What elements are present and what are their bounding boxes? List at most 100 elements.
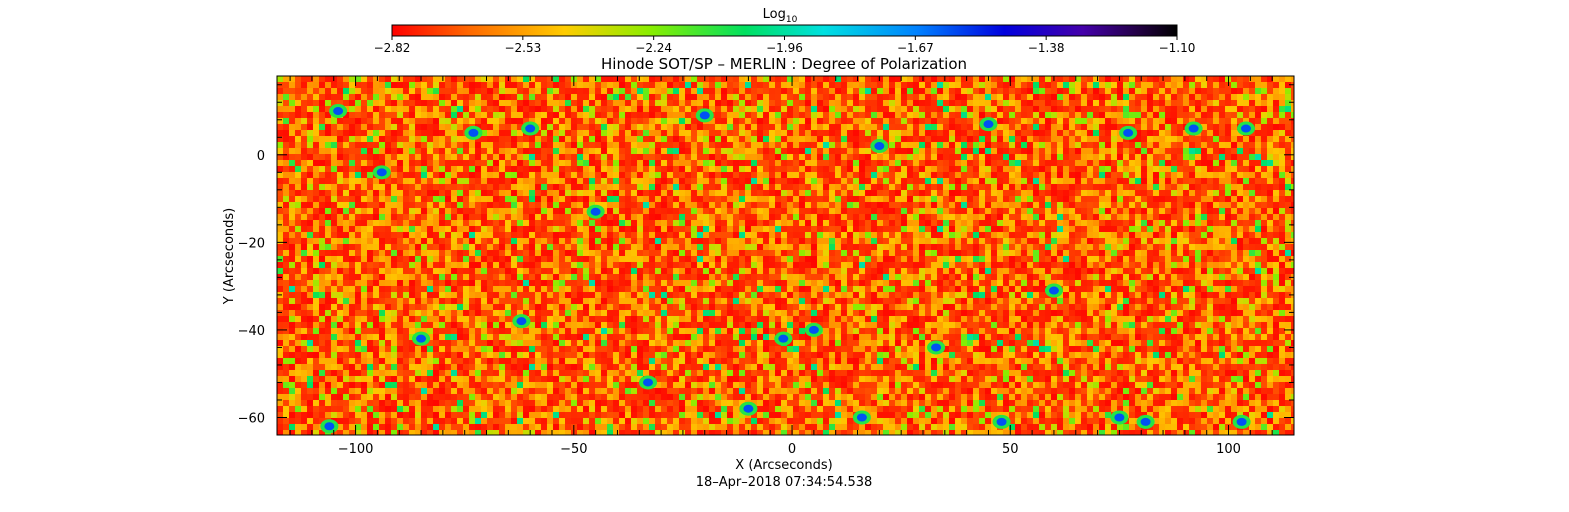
heatmap-cell [1189,238,1195,244]
heatmap-cell [511,172,517,178]
heatmap-cell [301,94,307,100]
heatmap-cell [979,130,985,136]
heatmap-cell [1231,94,1237,100]
heatmap-cell [1207,208,1213,214]
heatmap-cell [361,202,367,208]
heatmap-cell [1033,112,1039,118]
heatmap-cell [883,196,889,202]
heatmap-cell [1141,118,1147,124]
heatmap-cell [907,94,913,100]
heatmap-cell [865,196,871,202]
heatmap-cell [1015,184,1021,190]
heatmap-cell [907,88,913,94]
heatmap-cell [733,184,739,190]
heatmap-cell [1009,148,1015,154]
heatmap-cell [955,148,961,154]
heatmap-cell [415,184,421,190]
heatmap-cell [361,142,367,148]
heatmap-cell [919,184,925,190]
heatmap-cell [361,106,367,112]
heatmap-cell [823,184,829,190]
heatmap-cell [409,82,415,88]
heatmap-cell [1003,136,1009,142]
heatmap-cell [343,190,349,196]
heatmap-cell [955,244,961,250]
heatmap-cell [1063,160,1069,166]
heatmap-cell [1021,124,1027,130]
heatmap-cell [1069,160,1075,166]
heatmap-cell [1207,148,1213,154]
heatmap-cell [481,94,487,100]
heatmap-cell [673,190,679,196]
heatmap-cell [901,238,907,244]
heatmap-cell [979,94,985,100]
heatmap-cell [703,244,709,250]
heatmap-cell [1249,154,1255,160]
heatmap-cell [967,82,973,88]
heatmap-cell [733,136,739,142]
heatmap-cell [793,100,799,106]
heatmap-cell [997,184,1003,190]
heatmap-cell [1075,148,1081,154]
heatmap-cell [1177,232,1183,238]
heatmap-cell [1285,154,1291,160]
heatmap-cell [535,166,541,172]
heatmap-cell [1237,118,1243,124]
heatmap-cell [295,244,301,250]
heatmap-cell [577,226,583,232]
heatmap-cell [859,142,865,148]
heatmap-cell [835,88,841,94]
heatmap-cell [721,214,727,220]
heatmap-cell [427,196,433,202]
heatmap-cell [1279,172,1285,178]
heatmap-cell [1165,142,1171,148]
heatmap-cell [595,184,601,190]
heatmap-cell [1189,208,1195,214]
heatmap-cell [979,100,985,106]
heatmap-cell [337,244,343,250]
heatmap-cell [643,124,649,130]
heatmap-cell [949,76,955,82]
heatmap-cell [289,118,295,124]
heatmap-cell [1081,220,1087,226]
heatmap-cell [1015,148,1021,154]
heatmap-cell [301,202,307,208]
heatmap-cell [415,214,421,220]
heatmap-cell [1045,202,1051,208]
heatmap-cell [805,160,811,166]
heatmap-cell [655,94,661,100]
heatmap-cell [439,94,445,100]
heatmap-cell [1225,232,1231,238]
heatmap-cell [559,76,565,82]
heatmap-cell [1207,106,1213,112]
heatmap-cell [841,100,847,106]
heatmap-cell [601,178,607,184]
heatmap-cell [679,112,685,118]
heatmap-cell [325,154,331,160]
heatmap-cell [829,184,835,190]
heatmap-cell [775,202,781,208]
heatmap-cell [319,130,325,136]
heatmap-cell [667,196,673,202]
heatmap-cell [1123,220,1129,226]
heatmap-cell [655,172,661,178]
heatmap-cell [553,130,559,136]
heatmap-cell [595,226,601,232]
heatmap-cell [901,196,907,202]
heatmap-cell [1045,76,1051,82]
heatmap-cell [805,94,811,100]
heatmap-cell [883,214,889,220]
heatmap-cell [517,166,523,172]
heatmap-cell [397,82,403,88]
heatmap-cell [1219,202,1225,208]
heatmap-cell [1249,76,1255,82]
heatmap-cell [703,238,709,244]
heatmap-cell [811,94,817,100]
heatmap-cell [697,106,703,112]
heatmap-cell [325,76,331,82]
heatmap-cell [385,106,391,112]
heatmap-cell [949,136,955,142]
heatmap-cell [1093,94,1099,100]
heatmap-cell [727,178,733,184]
heatmap-cell [1189,166,1195,172]
